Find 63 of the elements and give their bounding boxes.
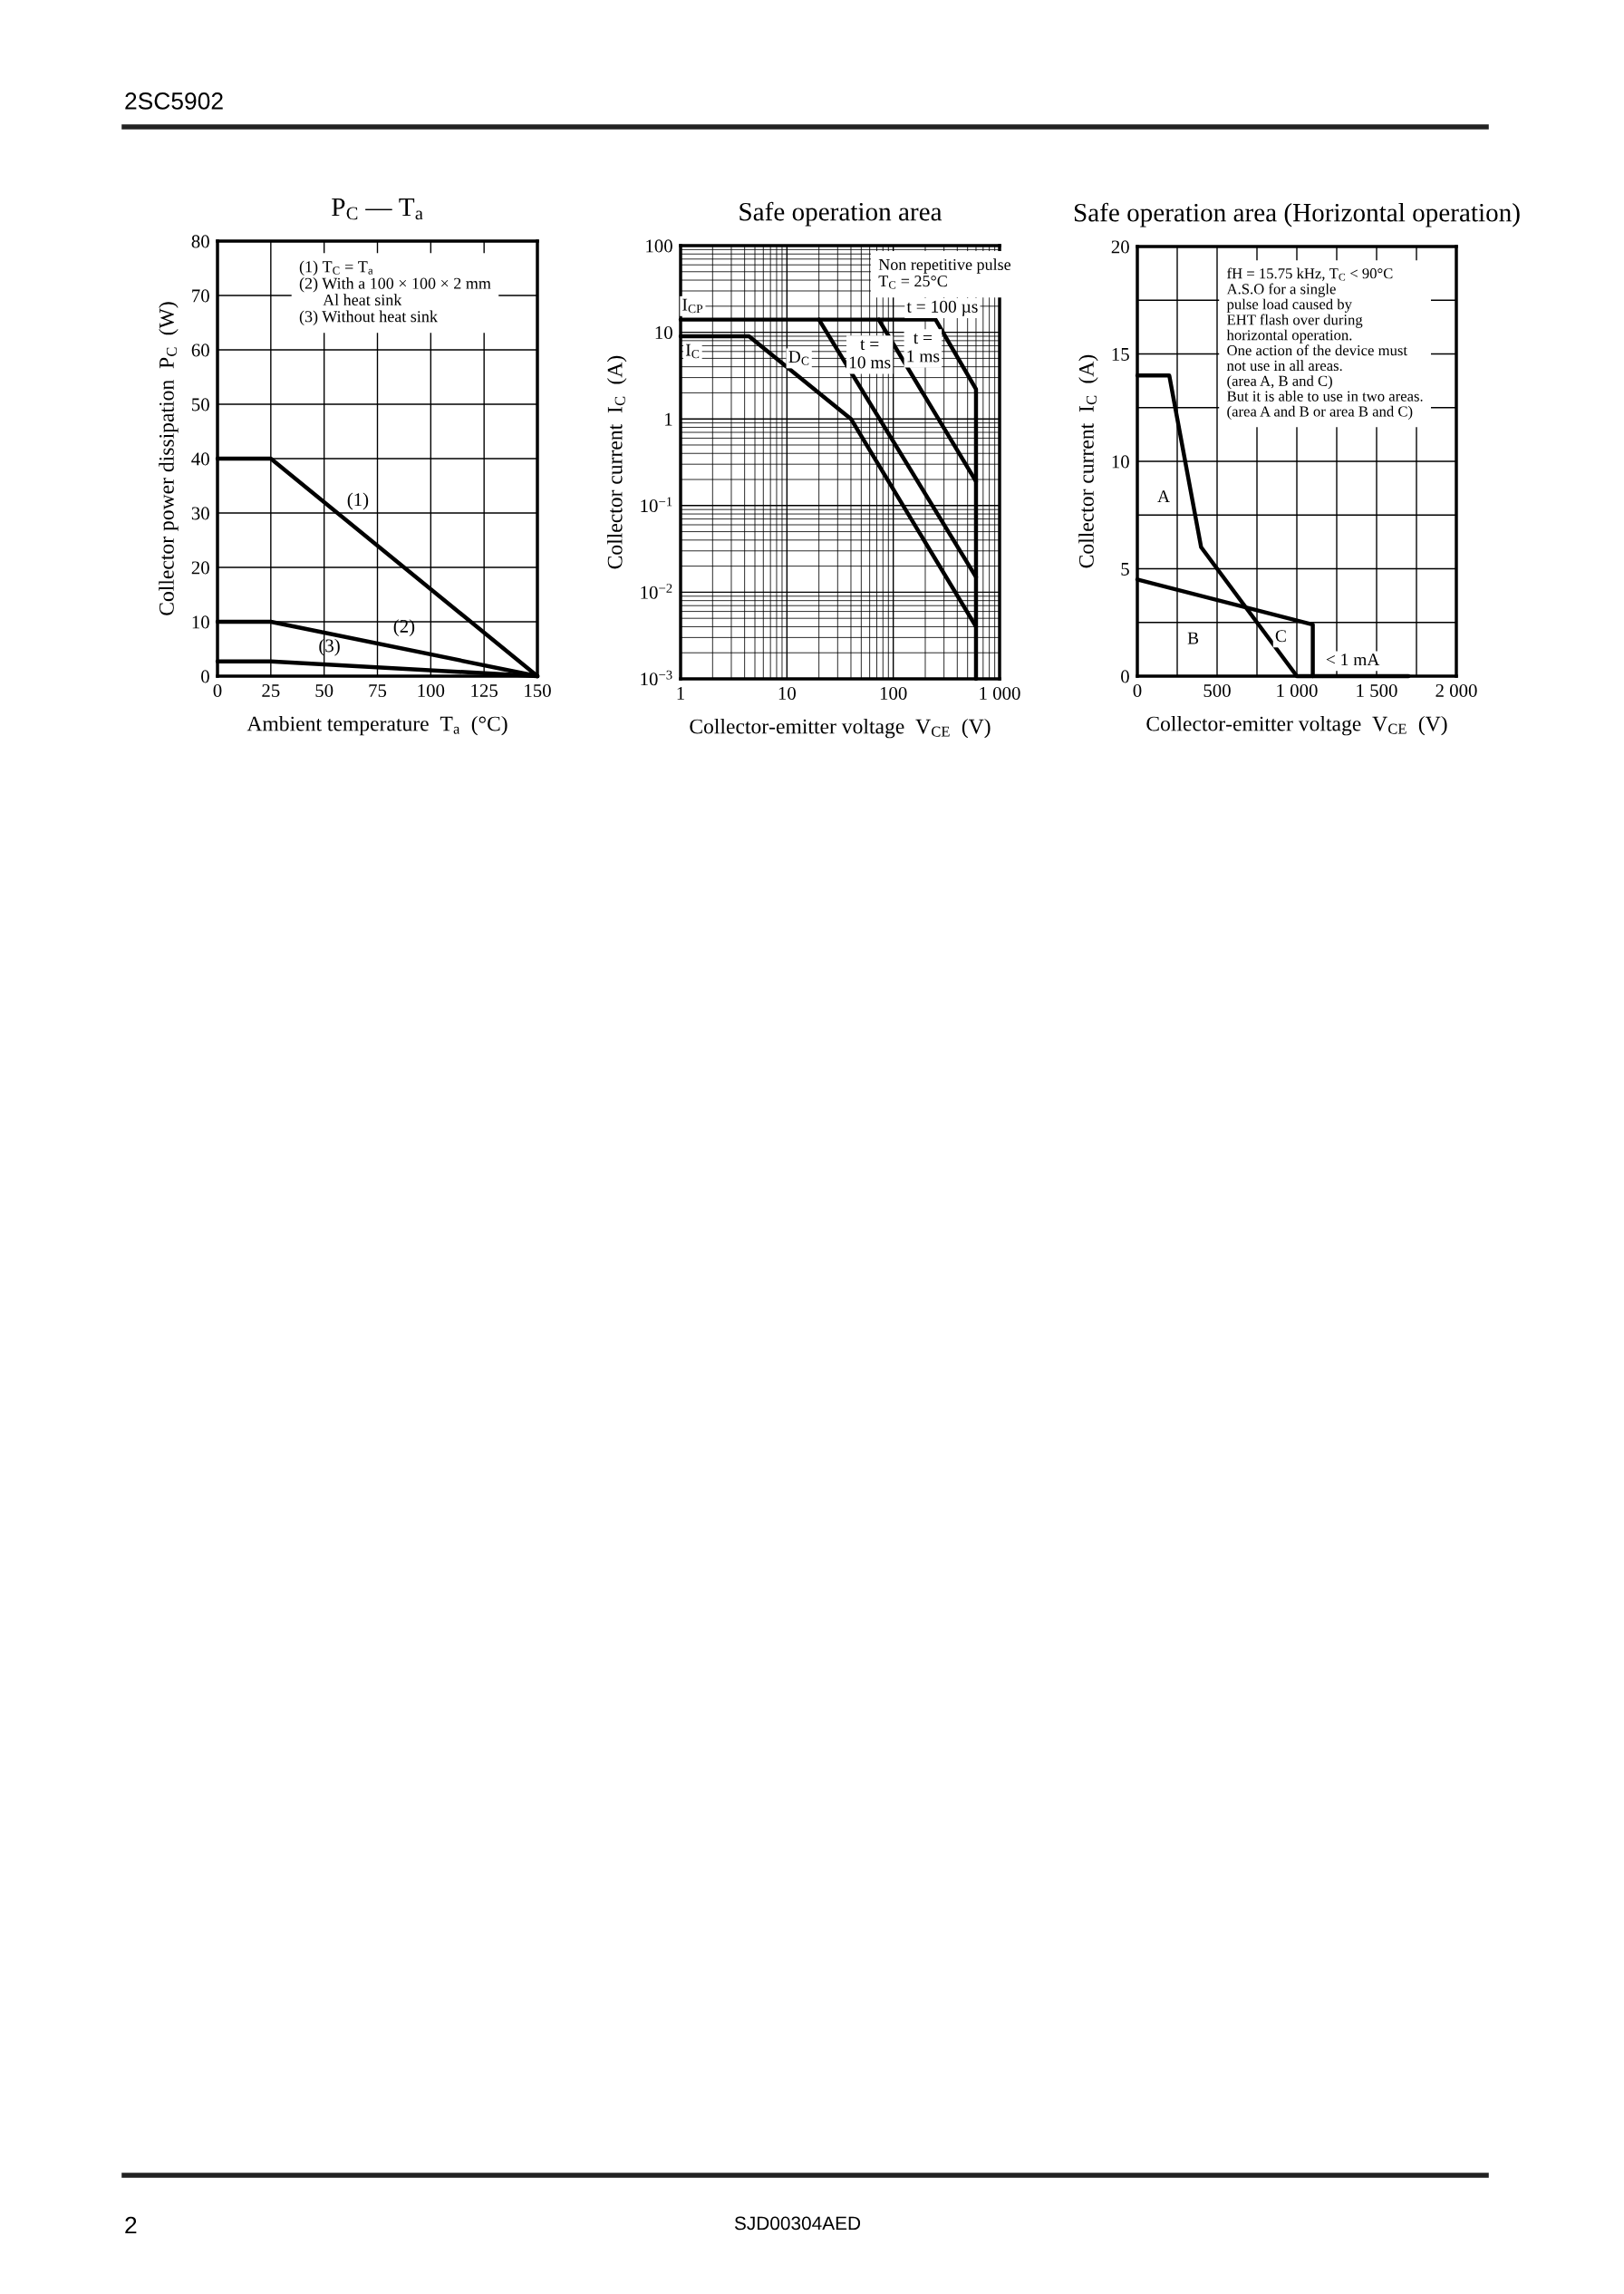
y-tick-label: 10 [1112, 455, 1129, 469]
chart-title: Safe operation area (Horizontal operation) [1074, 202, 1520, 227]
annotation: Non repetitive pulse T$_{C}$ = 25°C [878, 258, 1011, 289]
y-tick-label: 10$^{−1}$ [641, 497, 672, 513]
annotation: I$_{CP}$ [682, 298, 703, 314]
x-tick-label: 1 [677, 687, 684, 700]
chart-title: Safe operation area [740, 201, 942, 227]
x-tick-label: 100 [418, 683, 445, 697]
y-tick-label: 0 [201, 670, 209, 683]
y-tick-label: 80 [191, 235, 209, 248]
annotation: < 1 mA [1326, 653, 1380, 666]
y-tick-label: 1 [665, 412, 672, 426]
y-tick-label: 5 [1121, 563, 1129, 576]
text: 2SC5902 [125, 92, 223, 110]
x-axis-title: Ambient temperature T$_{a}$ (°C) [246, 715, 508, 736]
x-tick-label: 50 [315, 683, 334, 697]
series-label: (1) [347, 492, 369, 510]
y-tick-label: 40 [191, 452, 209, 466]
y-tick-label: 10$^{−2}$ [641, 584, 672, 599]
chart-title: P$_{C}$ — T$_{a}$ [332, 198, 423, 220]
x-axis-title: Collector-emitter voltage V$_{CE}$ (V) [690, 718, 991, 739]
x-tick-label: 0 [213, 683, 222, 697]
text: SJD00304AED [734, 2216, 861, 2231]
y-tick-label: 10 [655, 325, 672, 340]
y-tick-label: 20 [191, 561, 209, 575]
y-tick-label: 10 [192, 615, 209, 629]
text: fH = 15.75 kHz, T$_{C}$ < 90°C A.S.O for a single pulse load caused by EHT flash over during horizontal operation. One action of the device must not use in all areas. (area A, B and C) But it is able to use in two areas. (area A and B or area B and C) [1226, 267, 1423, 420]
text: 2 [125, 2216, 137, 2234]
annotation: D$_{C}$ [788, 351, 809, 365]
annotation: t = 100 µs [906, 300, 978, 316]
y-tick-label: 50 [192, 398, 209, 411]
x-tick-label: 75 [369, 684, 387, 697]
x-tick-label: 10 [778, 686, 796, 700]
x-tick-label: 0 [1133, 683, 1142, 697]
y-axis-title: Collector power dissipation P$_{C}$ (W) [159, 302, 179, 615]
x-tick-label: 125 [471, 683, 498, 697]
y-tick-label: 0 [1121, 670, 1129, 683]
annotation: A [1157, 490, 1170, 502]
x-axis-title: Collector-emitter voltage V$_{CE}$ (V) [1146, 715, 1447, 736]
y-axis-title: Collector current I$_{C}$ (A) [1078, 354, 1098, 568]
y-tick-label: 10$^{−3}$ [641, 670, 672, 686]
x-tick-label: 2 000 [1436, 683, 1477, 697]
x-tick-label: 25 [262, 683, 280, 697]
annotation: t = 10 ms [849, 339, 891, 369]
x-tick-label: 100 [880, 686, 907, 700]
annotation: C [1275, 630, 1286, 643]
y-tick-label: 20 [1111, 240, 1129, 254]
x-tick-label: 150 [525, 683, 551, 697]
annotation: (1) T$_{C}$ = T$_{a}$ (2) With a 100 × 100 × 2 mm Al heat sink (3) Without heat sink [299, 260, 491, 325]
annotation: t = 1 ms [907, 334, 940, 363]
x-tick-label: 500 [1204, 683, 1231, 697]
annotation: B [1187, 632, 1199, 644]
x-tick-label: 1 500 [1357, 683, 1397, 697]
y-tick-label: 15 [1112, 347, 1129, 361]
y-tick-label: 70 [192, 289, 209, 303]
series-label: (2) [393, 619, 415, 637]
x-tick-label: 1 000 [980, 686, 1020, 700]
y-axis-title: Collector current I$_{C}$ (A) [606, 355, 627, 569]
x-tick-label: 1 000 [1277, 683, 1318, 697]
y-tick-label: 30 [191, 507, 209, 520]
annotation: I$_{C}$ [685, 344, 700, 359]
y-tick-label: 60 [191, 344, 209, 357]
y-tick-label: 100 [646, 239, 672, 253]
